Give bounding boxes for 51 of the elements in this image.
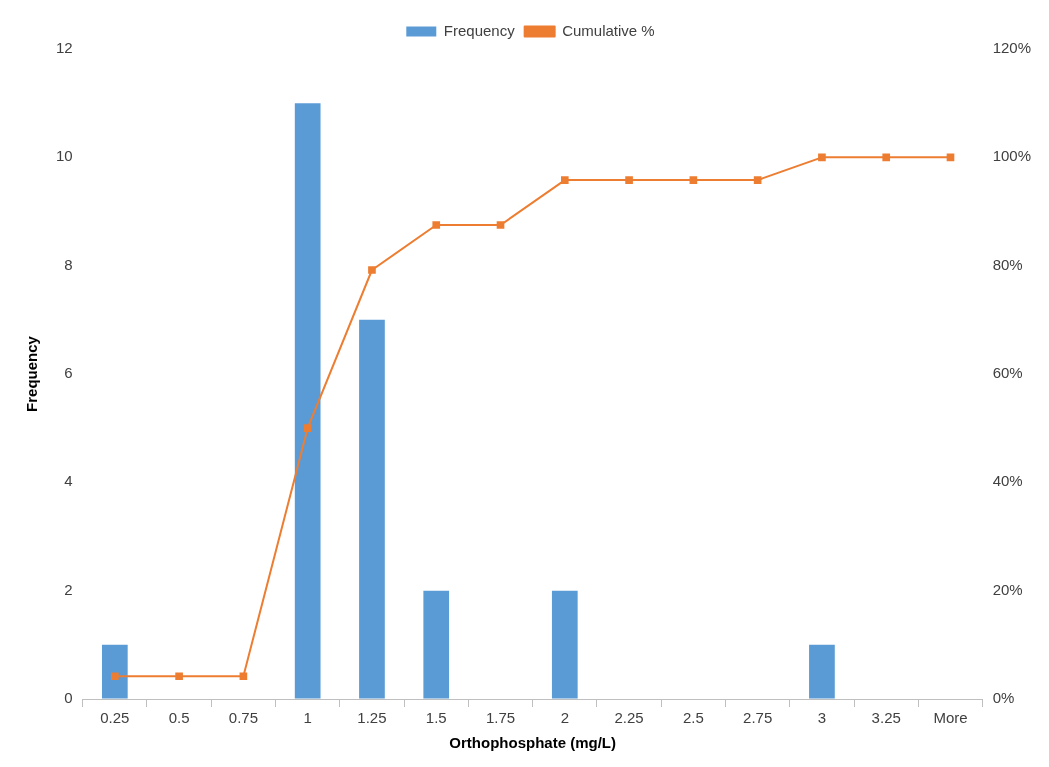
point xyxy=(303,424,312,432)
x-tick-label: 0.25 xyxy=(100,709,130,727)
x-tick-label: 0.5 xyxy=(168,709,190,727)
point xyxy=(560,176,569,184)
bar xyxy=(423,590,450,699)
point xyxy=(432,221,441,229)
point xyxy=(882,153,891,162)
x-tick-label: 1.75 xyxy=(485,709,516,727)
bar xyxy=(359,319,385,699)
y2-tick-label: 40% xyxy=(992,472,1023,490)
point xyxy=(111,672,119,681)
x-tick-label: 2.25 xyxy=(614,709,644,727)
x-axis-title: Orthophosphate (mg/L) xyxy=(449,734,616,752)
x-tick-label: 3 xyxy=(817,709,827,727)
x-tick-label: 2 xyxy=(560,709,569,727)
y2-tick-label: 20% xyxy=(992,580,1023,598)
bar xyxy=(294,103,321,699)
bar xyxy=(551,590,578,699)
y2-tick-label: 120% xyxy=(992,39,1032,57)
y-tick-label: 4 xyxy=(64,472,73,490)
y2-tick-label: 60% xyxy=(992,364,1023,382)
point xyxy=(175,672,183,681)
y-tick-label: 6 xyxy=(64,364,73,382)
point xyxy=(239,672,248,681)
y2-tick-label: 0% xyxy=(992,689,1015,707)
x-tick-label: 1.25 xyxy=(357,709,387,727)
x-tick-label: 0.75 xyxy=(228,709,258,727)
y-tick-label: 0 xyxy=(64,689,73,707)
y-axis-title: Frequency xyxy=(23,335,41,412)
point xyxy=(818,153,826,162)
legend-label: Cumulative % xyxy=(562,21,655,39)
y-tick-label: 8 xyxy=(64,255,73,273)
x-tick-label: 2.5 xyxy=(682,709,704,727)
x-tick-label: 1 xyxy=(303,709,312,727)
bar xyxy=(101,644,128,699)
y-tick-label: 10 xyxy=(56,147,73,165)
point xyxy=(753,176,762,184)
legend-label: Frequency xyxy=(443,21,516,39)
point xyxy=(625,176,633,184)
y-tick-label: 2 xyxy=(64,580,73,598)
x-tick-label: 3.25 xyxy=(871,709,901,727)
y-tick-label: 12 xyxy=(56,39,73,57)
y2-tick-label: 80% xyxy=(992,255,1023,273)
x-tick-label: 1.5 xyxy=(425,709,447,727)
point xyxy=(496,221,505,229)
point xyxy=(689,176,698,184)
x-tick-label: More xyxy=(933,709,968,727)
bar xyxy=(809,644,835,699)
y2-tick-label: 100% xyxy=(992,147,1032,165)
x-tick-label: 2.75 xyxy=(743,709,773,727)
point xyxy=(368,266,376,274)
